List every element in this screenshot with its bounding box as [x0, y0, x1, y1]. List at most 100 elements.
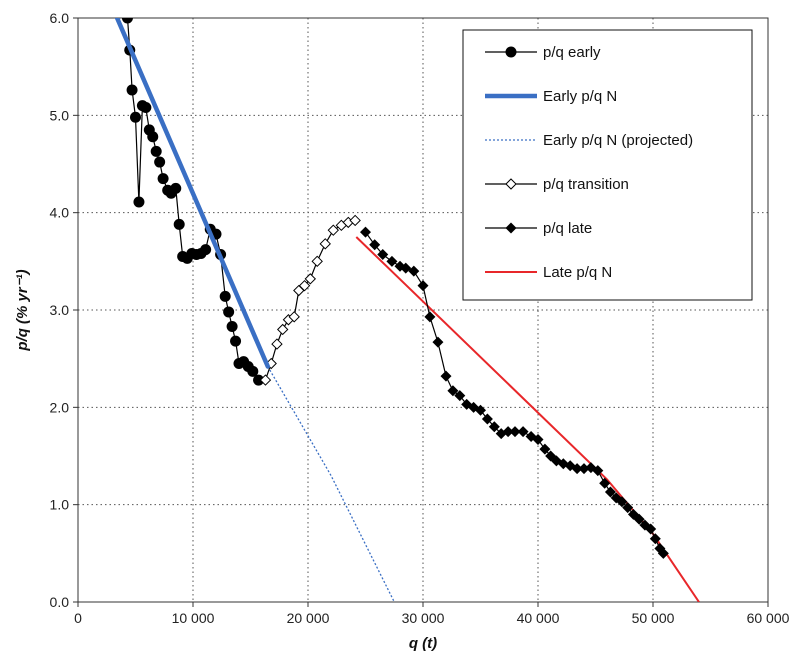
data-point: [247, 365, 259, 377]
data-point: [517, 426, 529, 438]
data-point: [592, 465, 604, 477]
data-point: [505, 222, 517, 234]
data-point: [481, 413, 493, 425]
data-point: [408, 265, 420, 277]
data-point: [327, 224, 340, 236]
data-point: [298, 279, 311, 292]
data-point: [319, 238, 331, 250]
y-axis-ticks: 0.0 1.0 2.0 3.0 4.0 5.0 6.0: [50, 10, 78, 610]
y-tick-label: 5.0: [50, 107, 70, 123]
y-tick-label: 6.0: [50, 10, 70, 26]
y-tick-label: 4.0: [50, 205, 70, 221]
legend-label: p/q transition: [543, 176, 629, 193]
data-point: [150, 145, 162, 157]
x-tick-label: 40 000: [517, 610, 560, 626]
data-point: [505, 46, 517, 58]
grid: [78, 18, 768, 602]
data-point: [386, 255, 398, 267]
legend-entry: p/q early: [485, 44, 601, 61]
legend-entry: Late p/q N: [485, 264, 612, 281]
x-tick-label: 60 000: [747, 610, 790, 626]
data-point: [604, 486, 616, 498]
x-axis-ticks: 0 10 000 20 000 30 000 40 000 50 000 60 000: [74, 602, 790, 626]
y-tick-label: 3.0: [50, 302, 70, 318]
y-tick-label: 0.0: [50, 594, 70, 610]
y-tick-label: 1.0: [50, 497, 70, 513]
series-line: [114, 18, 271, 369]
data-point: [369, 239, 381, 251]
legend-box: [462, 29, 753, 301]
data-point: [223, 306, 235, 318]
data-point: [616, 496, 628, 508]
data-point: [154, 156, 166, 168]
data-point: [633, 513, 645, 525]
data-point: [271, 338, 283, 350]
data-point: [424, 311, 436, 323]
x-tick-label: 0: [74, 610, 82, 626]
data-point: [454, 390, 466, 402]
data-point: [488, 421, 500, 433]
series-early-p-q-n: [114, 18, 271, 369]
data-point: [657, 547, 669, 559]
data-point: [377, 249, 389, 261]
legend-entry: Early p/q N (projected): [485, 132, 693, 149]
data-point: [230, 335, 242, 347]
data-point: [121, 18, 133, 24]
series-p-q-transition: [259, 214, 361, 386]
data-point: [226, 321, 238, 333]
legend-label: p/q late: [543, 220, 592, 237]
series-p-q-late: [360, 226, 669, 559]
data-point: [157, 173, 169, 185]
data-point: [502, 426, 514, 438]
data-point: [578, 463, 590, 475]
x-axis-title: q (t): [409, 635, 437, 652]
data-point: [276, 323, 289, 336]
data-point: [539, 443, 551, 455]
data-point: [170, 182, 182, 194]
x-tick-label: 20 000: [287, 610, 330, 626]
data-point: [173, 218, 185, 230]
series-line: [264, 219, 356, 381]
data-point: [288, 311, 300, 323]
data-point: [532, 433, 544, 445]
y-tick-label: 2.0: [50, 399, 70, 415]
legend: p/q early Early p/q N Early p/q N (project…: [462, 29, 753, 301]
data-point: [622, 502, 634, 514]
x-tick-label: 50 000: [632, 610, 675, 626]
legend-label: Early p/q N (projected): [543, 132, 693, 149]
data-point: [133, 196, 145, 208]
data-point: [140, 102, 152, 114]
data-point: [440, 370, 452, 382]
data-point: [147, 131, 159, 143]
data-point: [130, 111, 141, 123]
y-axis-title: p/q (% yr⁻¹): [14, 269, 31, 351]
data-point: [311, 255, 323, 268]
data-point: [649, 533, 661, 545]
legend-entry: p/q late: [485, 220, 592, 237]
series-early-p-q-n-projected: [267, 366, 395, 602]
data-point: [259, 374, 272, 386]
data-point: [475, 404, 486, 416]
data-point: [253, 374, 265, 386]
data-point: [599, 477, 611, 489]
x-tick-label: 30 000: [402, 610, 445, 626]
data-point: [432, 336, 444, 348]
data-point: [304, 273, 317, 285]
legend-label: p/q early: [543, 44, 601, 61]
data-point: [349, 214, 361, 227]
x-tick-label: 10 000: [172, 610, 215, 626]
data-point: [417, 280, 429, 292]
legend-entry: Early p/q N: [485, 88, 617, 105]
series-line: [267, 366, 395, 602]
legend-label: Early p/q N: [543, 88, 617, 105]
series-layer: [114, 18, 700, 602]
data-point: [200, 244, 212, 256]
data-point: [509, 426, 521, 438]
data-point: [571, 463, 583, 475]
data-point: [360, 226, 371, 238]
legend-entry: p/q transition: [485, 176, 629, 193]
data-point: [126, 84, 138, 96]
data-point: [505, 178, 517, 190]
data-point: [645, 523, 657, 535]
